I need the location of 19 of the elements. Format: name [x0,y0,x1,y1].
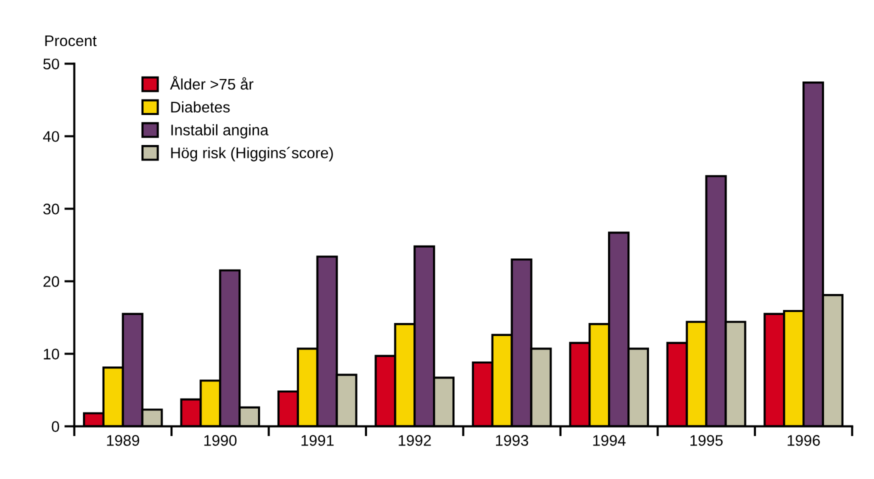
y-tick-label: 30 [43,204,60,214]
x-tick-label: 1989 [107,435,140,446]
legend-label: Hög risk (Higgins´score) [171,146,333,162]
y-tick-label: 0 [52,421,60,432]
x-tick-label: 1996 [788,435,820,446]
x-tick-label: 1991 [302,435,334,446]
y-tick-label: 20 [43,276,60,287]
legend-label: Diabetes [171,101,230,113]
y-tick-label: 40 [43,131,60,142]
x-tick-label: 1994 [593,435,626,446]
y-tick-label: 10 [44,348,60,360]
y-tick-label: 50 [43,58,60,70]
x-tick-label: 1992 [398,435,431,446]
legend-label: Ålder >75 år [170,76,254,90]
x-tick-label: 1990 [204,435,237,446]
x-tick-label: 1993 [496,435,528,446]
y-axis-title: Procent [45,36,97,46]
x-tick-label: 1995 [690,435,723,446]
legend-label: Instabil angina [171,124,269,138]
